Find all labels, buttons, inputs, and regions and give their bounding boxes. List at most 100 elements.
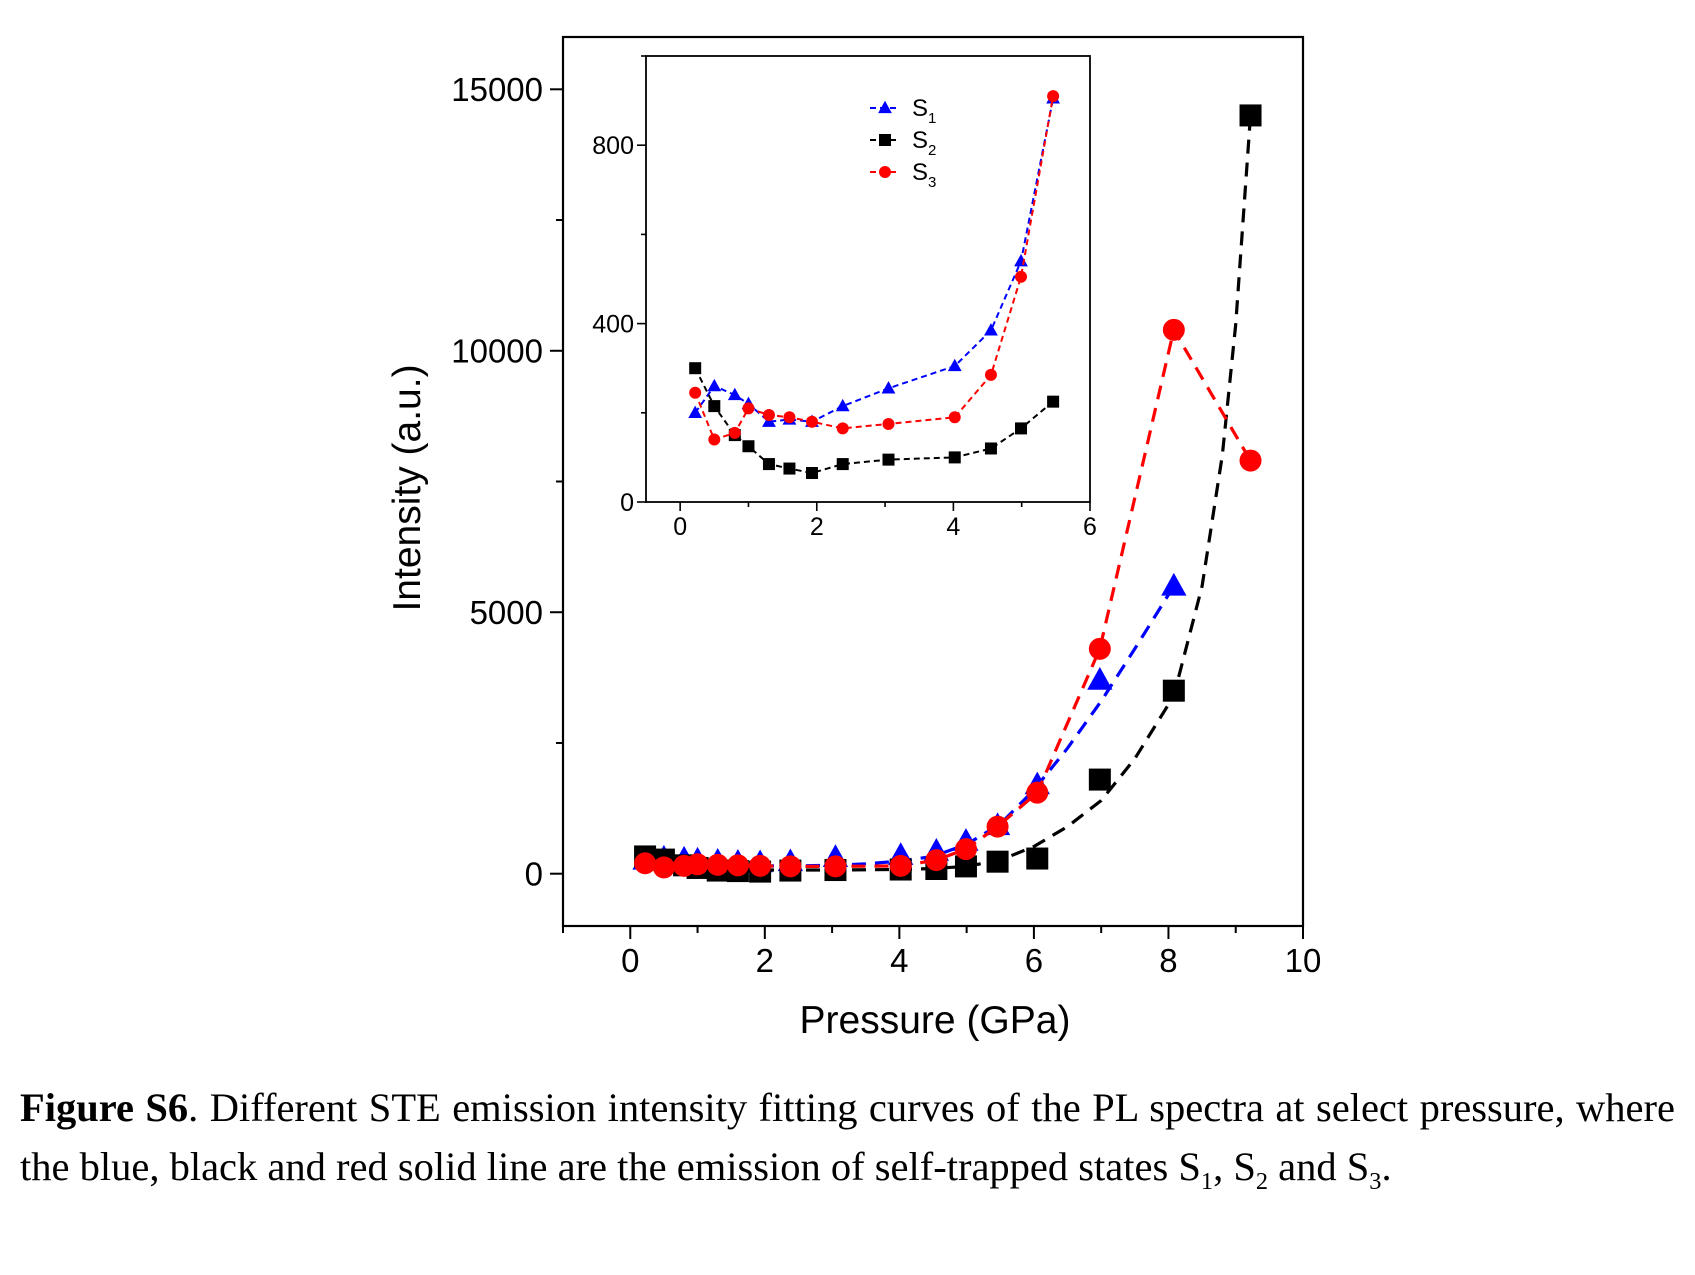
inset-y-tick-label: 0: [620, 489, 634, 517]
main-y-tick-label: 0: [525, 855, 543, 892]
legend-label-subscript: 3: [928, 174, 936, 191]
caption-text: . Different STE emission intensity fitti…: [20, 1085, 1675, 1189]
inset-data-point: [882, 417, 895, 430]
inset-data-point: [881, 381, 896, 394]
legend-marker: [878, 100, 892, 114]
inset-data-point: [835, 398, 850, 412]
inset-data-point: [805, 415, 818, 428]
inset-y-tick-label: 400: [592, 310, 634, 338]
inset-series-1: [688, 91, 1061, 427]
inset-data-point: [783, 411, 796, 424]
inset-data-point: [1015, 422, 1028, 435]
legend-marker: [879, 166, 891, 178]
main-data-point: [1088, 637, 1111, 660]
inset-data-point: [727, 387, 742, 401]
main-data-point: [686, 853, 709, 876]
main-series-2: [634, 104, 1262, 883]
main-x-tick-label: 10: [1285, 942, 1322, 979]
inset-data-point: [836, 458, 849, 471]
main-data-point: [779, 855, 802, 878]
main-data-point: [986, 850, 1009, 873]
inset-x-tick-label: 2: [810, 513, 824, 541]
main-data-point: [706, 853, 729, 876]
legend-marker: [879, 134, 891, 146]
legend-label-subscript: 2: [928, 142, 936, 159]
main-data-point: [726, 854, 749, 877]
main-y-axis-label: Intensity (a.u.): [386, 364, 429, 611]
inset-data-point: [984, 368, 997, 381]
main-data-point: [954, 838, 977, 861]
main-data-point: [1026, 781, 1049, 804]
inset-data-point: [783, 462, 796, 475]
main-data-point: [652, 856, 675, 879]
inset-x-tick-label: 4: [946, 513, 960, 541]
main-data-point: [925, 849, 948, 872]
inset-series-2: [689, 362, 1060, 480]
inset-series-line: [694, 367, 1054, 475]
inset-series-3: [689, 90, 1060, 446]
inset-data-point: [728, 426, 741, 439]
main-data-point: [889, 854, 912, 877]
main-x-tick-label: 2: [756, 942, 774, 979]
main-series-line: [645, 585, 1176, 868]
inset-data-point: [984, 323, 998, 336]
inset-data-point: [708, 400, 721, 413]
main-x-tick-label: 0: [621, 942, 639, 979]
inset-data-point: [984, 442, 997, 455]
figure-caption: Figure S6. Different STE emission intens…: [20, 1085, 1675, 1196]
inset-y-tick-label: 800: [592, 132, 634, 160]
main-series-1: [632, 572, 1187, 873]
inset-data-point: [689, 362, 702, 375]
main-data-point: [1088, 768, 1111, 791]
main-y-tick-label: 5000: [470, 594, 543, 631]
inset-data-point: [1015, 270, 1028, 283]
main-x-tick-label: 6: [1025, 942, 1043, 979]
inset-data-point: [948, 411, 961, 424]
main-data-point: [954, 855, 977, 878]
legend-label: S: [912, 95, 928, 122]
inset-data-point: [688, 405, 703, 418]
inset-x-tick-label: 0: [673, 513, 687, 541]
main-data-point: [749, 854, 772, 877]
main-data-point: [1239, 104, 1262, 127]
main-x-axis-label: Pressure (GPa): [800, 999, 1071, 1042]
main-y-tick-label: 15000: [451, 71, 543, 108]
main-data-point: [1161, 572, 1187, 596]
inset-data-point: [707, 378, 722, 392]
inset-data-point: [762, 458, 775, 471]
main-data-point: [1087, 667, 1113, 690]
inset-legend: S 1S 2S 3: [870, 95, 936, 191]
inset-data-point: [742, 402, 755, 415]
main-data-point: [1162, 679, 1185, 702]
main-data-point: [824, 855, 847, 878]
main-data-point: [1239, 449, 1262, 472]
legend-label-subscript: 1: [928, 110, 936, 127]
main-x-tick-label: 4: [890, 942, 908, 979]
inset-data-point: [805, 467, 818, 480]
inset-data-point: [762, 409, 775, 422]
inset-plot-frame: [645, 55, 1091, 503]
inset-data-point: [882, 453, 895, 466]
main-y-tick-label: 10000: [451, 332, 543, 369]
main-series-3: [634, 318, 1262, 879]
inset-data-point: [948, 451, 961, 464]
inset-data-point: [742, 440, 755, 453]
caption-label: Figure S6: [20, 1085, 189, 1130]
main-data-point: [1162, 318, 1185, 341]
legend-label: S: [912, 159, 928, 186]
inset-data-point: [1047, 395, 1060, 408]
inset-series-line: [694, 98, 1055, 423]
inset-data-point: [708, 433, 721, 446]
inset-data-point: [1047, 90, 1060, 103]
inset-x-tick-label: 6: [1083, 513, 1097, 541]
main-data-point: [1026, 847, 1049, 870]
main-x-tick-label: 8: [1159, 942, 1177, 979]
main-data-point: [634, 852, 657, 875]
main-data-point: [986, 815, 1009, 838]
inset-data-point: [689, 386, 702, 399]
